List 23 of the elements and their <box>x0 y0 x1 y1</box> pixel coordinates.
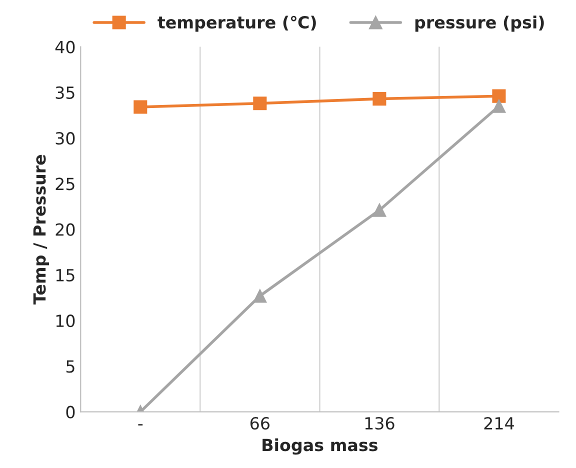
y-tick-label: 15 <box>56 269 74 282</box>
point <box>372 203 386 217</box>
x-tick-label: 136 <box>365 416 394 430</box>
point <box>253 96 267 110</box>
point <box>372 92 386 106</box>
x-axis-title: Biogas mass <box>262 438 378 455</box>
y-tick-label: 40 <box>55 40 75 54</box>
y-tick-label: 5 <box>66 360 74 373</box>
x-tick-label: 66 <box>250 416 270 430</box>
point <box>492 89 506 103</box>
point <box>492 99 506 113</box>
x-tick-label: - <box>138 424 143 426</box>
y-tick-label: 35 <box>56 86 74 99</box>
y-tick-label: 30 <box>56 132 75 145</box>
point <box>134 100 148 114</box>
y-tick-label: 25 <box>56 178 74 190</box>
y-tick-label: 0 <box>66 406 75 418</box>
y-axis-title: Temp / Pressure <box>33 154 50 304</box>
y-tick-label: 10 <box>56 314 75 328</box>
legend-label: pressure (psi) <box>415 16 544 32</box>
legend-label: temperature (℃) <box>158 16 316 32</box>
x-tick-label: 214 <box>484 416 514 430</box>
y-tick-label: 20 <box>56 223 75 236</box>
